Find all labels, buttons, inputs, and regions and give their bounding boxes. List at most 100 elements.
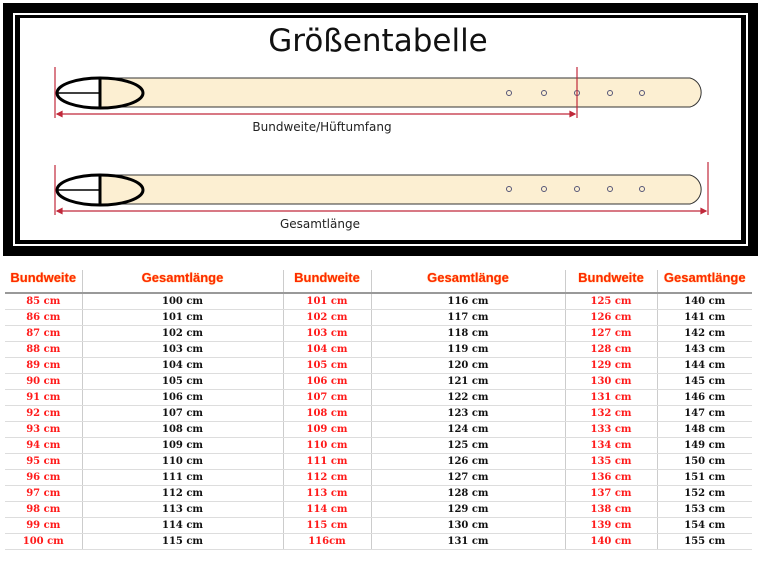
cell-bundweite: 108 cm — [283, 405, 372, 422]
cell-bundweite: 86 cm — [5, 309, 83, 326]
cell-gesamtlaenge: 110 cm — [82, 453, 284, 470]
cell-bundweite: 135 cm — [565, 453, 658, 470]
cell-gesamtlaenge: 107 cm — [82, 405, 284, 422]
header-bundweite: Bundweite — [283, 270, 372, 294]
measure-line-total — [54, 162, 709, 215]
cell-gesamtlaenge: 148 cm — [657, 421, 752, 438]
cell-gesamtlaenge: 106 cm — [82, 389, 284, 406]
cell-gesamtlaenge: 105 cm — [82, 373, 284, 390]
cell-bundweite: 91 cm — [5, 389, 83, 406]
cell-bundweite: 116cm — [283, 533, 372, 550]
table-row: 90 cm 105 cm 106 cm 121 cm 130 cm 145 cm — [5, 373, 752, 390]
cell-gesamtlaenge: 125 cm — [371, 437, 566, 454]
cell-gesamtlaenge: 117 cm — [371, 309, 566, 326]
table-row: 91 cm 106 cm 107 cm 122 cm 131 cm 146 cm — [5, 389, 752, 406]
cell-gesamtlaenge: 126 cm — [371, 453, 566, 470]
table-row: 87 cm 102 cm 103 cm 118 cm 127 cm 142 cm — [5, 325, 752, 342]
cell-gesamtlaenge: 102 cm — [82, 325, 284, 342]
cell-gesamtlaenge: 150 cm — [657, 453, 752, 470]
buckle-icon — [55, 173, 145, 207]
cell-bundweite: 136 cm — [565, 469, 658, 486]
cell-bundweite: 125 cm — [565, 293, 658, 310]
cell-gesamtlaenge: 146 cm — [657, 389, 752, 406]
cell-bundweite: 109 cm — [283, 421, 372, 438]
cell-gesamtlaenge: 108 cm — [82, 421, 284, 438]
cell-gesamtlaenge: 120 cm — [371, 357, 566, 374]
header-bundweite: Bundweite — [5, 270, 83, 294]
cell-bundweite: 85 cm — [5, 293, 83, 310]
cell-bundweite: 139 cm — [565, 517, 658, 534]
cell-gesamtlaenge: 112 cm — [82, 485, 284, 502]
cell-gesamtlaenge: 118 cm — [371, 325, 566, 342]
table-header-row: Bundweite Gesamtlänge Bundweite Gesamtlänge… — [5, 270, 752, 294]
cell-gesamtlaenge: 143 cm — [657, 341, 752, 358]
cell-bundweite: 110 cm — [283, 437, 372, 454]
cell-gesamtlaenge: 115 cm — [82, 533, 284, 550]
cell-gesamtlaenge: 124 cm — [371, 421, 566, 438]
table-row: 95 cm 110 cm 111 cm 126 cm 135 cm 150 cm — [5, 453, 752, 470]
header-gesamtlaenge: Gesamtlänge — [371, 270, 566, 294]
cell-bundweite: 130 cm — [565, 373, 658, 390]
cell-gesamtlaenge: 103 cm — [82, 341, 284, 358]
cell-gesamtlaenge: 141 cm — [657, 309, 752, 326]
cell-gesamtlaenge: 114 cm — [82, 517, 284, 534]
cell-bundweite: 96 cm — [5, 469, 83, 486]
diagram-title: Größentabelle — [268, 23, 488, 59]
cell-bundweite: 138 cm — [565, 501, 658, 518]
cell-gesamtlaenge: 151 cm — [657, 469, 752, 486]
cell-bundweite: 89 cm — [5, 357, 83, 374]
cell-gesamtlaenge: 144 cm — [657, 357, 752, 374]
cell-gesamtlaenge: 140 cm — [657, 293, 752, 310]
cell-bundweite: 111 cm — [283, 453, 372, 470]
cell-bundweite: 127 cm — [565, 325, 658, 342]
cell-bundweite: 97 cm — [5, 485, 83, 502]
cell-bundweite: 112 cm — [283, 469, 372, 486]
cell-gesamtlaenge: 142 cm — [657, 325, 752, 342]
cell-bundweite: 100 cm — [5, 533, 83, 550]
cell-bundweite: 126 cm — [565, 309, 658, 326]
cell-gesamtlaenge: 122 cm — [371, 389, 566, 406]
cell-gesamtlaenge: 154 cm — [657, 517, 752, 534]
cell-gesamtlaenge: 119 cm — [371, 341, 566, 358]
header-gesamtlaenge: Gesamtlänge — [82, 270, 284, 294]
cell-gesamtlaenge: 145 cm — [657, 373, 752, 390]
cell-gesamtlaenge: 131 cm — [371, 533, 566, 550]
cell-gesamtlaenge: 113 cm — [82, 501, 284, 518]
table-row: 89 cm 104 cm 105 cm 120 cm 129 cm 144 cm — [5, 357, 752, 374]
cell-gesamtlaenge: 121 cm — [371, 373, 566, 390]
cell-gesamtlaenge: 147 cm — [657, 405, 752, 422]
cell-gesamtlaenge: 153 cm — [657, 501, 752, 518]
cell-bundweite: 93 cm — [5, 421, 83, 438]
table-row: 94 cm 109 cm 110 cm 125 cm 134 cm 149 cm — [5, 437, 752, 454]
table-row: 98 cm 113 cm 114 cm 129 cm 138 cm 153 cm — [5, 501, 752, 518]
cell-gesamtlaenge: 104 cm — [82, 357, 284, 374]
cell-bundweite: 104 cm — [283, 341, 372, 358]
table-row: 86 cm 101 cm 102 cm 117 cm 126 cm 141 cm — [5, 309, 752, 326]
table-row: 88 cm 103 cm 104 cm 119 cm 128 cm 143 cm — [5, 341, 752, 358]
cell-bundweite: 106 cm — [283, 373, 372, 390]
belt-waist: Bundweite/Hüftumfang — [54, 67, 702, 134]
size-table: Bundweite Gesamtlänge Bundweite Gesamtlänge… — [5, 270, 752, 550]
table-row: 92 cm 107 cm 108 cm 123 cm 132 cm 147 cm — [5, 405, 752, 422]
cell-gesamtlaenge: 130 cm — [371, 517, 566, 534]
cell-bundweite: 113 cm — [283, 485, 372, 502]
label-waist: Bundweite/Hüftumfang — [252, 120, 391, 134]
cell-bundweite: 132 cm — [565, 405, 658, 422]
header-gesamtlaenge: Gesamtlänge — [657, 270, 752, 294]
cell-bundweite: 99 cm — [5, 517, 83, 534]
label-total: Gesamtlänge — [280, 217, 360, 231]
cell-bundweite: 129 cm — [565, 357, 658, 374]
table-row: 96 cm 111 cm 112 cm 127 cm 136 cm 151 cm — [5, 469, 752, 486]
cell-bundweite: 103 cm — [283, 325, 372, 342]
buckle-icon — [55, 76, 145, 110]
cell-gesamtlaenge: 129 cm — [371, 501, 566, 518]
cell-gesamtlaenge: 111 cm — [82, 469, 284, 486]
cell-bundweite: 94 cm — [5, 437, 83, 454]
cell-bundweite: 101 cm — [283, 293, 372, 310]
cell-gesamtlaenge: 155 cm — [657, 533, 752, 550]
cell-bundweite: 88 cm — [5, 341, 83, 358]
table-row: 100 cm 115 cm 116cm 131 cm 140 cm 155 cm — [5, 533, 752, 550]
cell-bundweite: 137 cm — [565, 485, 658, 502]
belt-total: Gesamtlänge — [54, 162, 709, 231]
cell-gesamtlaenge: 152 cm — [657, 485, 752, 502]
